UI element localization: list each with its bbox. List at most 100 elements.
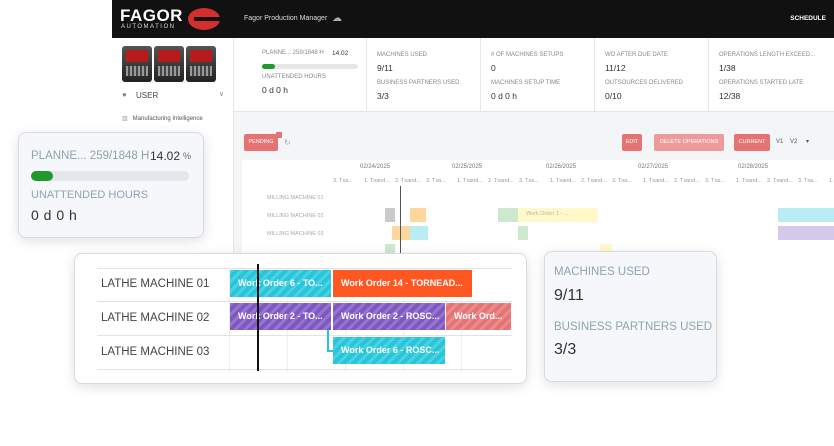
user-menu[interactable]: ● USER ∨ — [122, 90, 226, 104]
chevron-down-icon: ∨ — [218, 91, 224, 98]
version-select[interactable]: V2 — [790, 139, 798, 145]
unattended-value: 0 d 0 h — [31, 207, 78, 223]
machine-cabinet — [122, 46, 152, 82]
subheader-label: 3. Txa... — [705, 178, 725, 184]
row-divider — [97, 268, 512, 269]
unattended-label: UNATTENDED HOURS — [31, 189, 149, 201]
subheader-label: 2. Txand... — [674, 178, 700, 184]
lathe-machine-label: LATHE MACHINE 03 — [101, 346, 210, 358]
current-button[interactable]: CURRENT — [734, 134, 770, 151]
chevron-down-icon[interactable]: ▾ — [806, 139, 810, 145]
subheader-label: 3. Txa... — [612, 178, 632, 184]
bg-gantt-bar[interactable] — [392, 226, 410, 240]
machine-cabinet — [186, 46, 216, 82]
planned-label: PLANNE... 259/1848 H — [31, 150, 150, 162]
work-order-bar[interactable]: Work Order 6 - ROSC... — [333, 337, 445, 364]
kpi-operations: OPERATIONS LENGTH EXCEED... 1/38 OPERATI… — [708, 38, 834, 112]
machines-used-card: MACHINES USED 9/11 BUSINESS PARTNERS USE… — [544, 251, 717, 382]
cloud-icon[interactable]: ☁ — [332, 13, 342, 24]
bg-gantt-bar[interactable] — [410, 226, 428, 240]
bg-gantt-bar[interactable]: Work Order 1 - ... — [518, 208, 598, 222]
fagor-logo[interactable]: FAGOR AUTOMATION — [120, 6, 220, 34]
work-order-bar[interactable]: Work Order 2 - TO... — [230, 303, 331, 330]
kpi-bar: PLANNE... 259/1848 H 14.02 UNATTENDED HO… — [234, 38, 834, 112]
user-label: USER — [136, 91, 159, 100]
subheader-label: 2. Txand... — [767, 178, 793, 184]
lathe-machine-label: LATHE MACHINE 01 — [101, 278, 210, 290]
row-divider — [97, 335, 512, 336]
bg-bar-label: Work Order 1 - ... — [526, 211, 569, 217]
lathe-gantt-card: LATHE MACHINE 01 LATHE MACHINE 02 LATHE … — [74, 253, 527, 384]
work-order-bar[interactable]: Work Order 14 - TORNEAD... — [333, 270, 472, 297]
schedule-toolbar: PENDING ↻ EDIT DELETE OPERATIONS CURRENT… — [234, 130, 834, 154]
fagor-production-manager-app: FAGOR AUTOMATION Fagor Production Manage… — [112, 0, 834, 262]
business-partners-label: BUSINESS PARTNERS USED — [377, 80, 460, 86]
bg-machine-label: MILLING MACHINE 03 — [267, 231, 324, 237]
subheader-label: 1. Txa... — [829, 178, 834, 184]
business-partners-value: 3/3 — [377, 91, 389, 101]
top-bar: FAGOR AUTOMATION Fagor Production Manage… — [112, 0, 834, 38]
subheader-label: 1. Txand... — [736, 178, 762, 184]
planned-hours-card: PLANNE... 259/1848 H 14.02 % UNATTENDED … — [18, 132, 204, 238]
planned-label: PLANNE... 259/1848 H — [262, 50, 324, 56]
planned-percent: 14.02 — [150, 149, 181, 163]
sidebar-item-manufacturing-intelligence[interactable]: ▥ Manufacturing Intelligence — [122, 115, 203, 122]
bg-gantt-bar[interactable] — [385, 244, 395, 258]
work-order-bar[interactable]: Work Order 6 - TO... — [230, 270, 331, 297]
grid-line — [229, 268, 230, 372]
version-v1[interactable]: V1 — [776, 139, 784, 145]
percent-sign: % — [183, 151, 192, 161]
machines-used-label: MACHINES USED — [377, 52, 428, 58]
schedule-button[interactable]: SCHEDULE — [790, 15, 826, 22]
bg-gantt-bar[interactable] — [778, 226, 834, 240]
business-partners-label: BUSINESS PARTNERS USED — [554, 321, 713, 333]
kpi-machines: MACHINES USED 9/11 BUSINESS PARTNERS USE… — [366, 38, 480, 112]
dependency-connector — [327, 330, 329, 352]
machines-image — [120, 42, 220, 82]
kpi-wo-due: WO AFTER DUE DATE 11/12 OUTSOURCES DELIV… — [594, 38, 708, 112]
bar-chart-icon: ▥ — [122, 116, 128, 122]
bg-gantt-bar[interactable] — [410, 208, 426, 222]
subheader-label: 1. Txand... — [550, 178, 576, 184]
subheader-label: 1. Txand... — [364, 178, 390, 184]
logo-brand: FAGOR — [120, 6, 183, 25]
machine-cabinet — [154, 46, 184, 82]
planned-percent: 14.02 — [332, 50, 349, 57]
lathe-machine-label: LATHE MACHINE 02 — [101, 312, 210, 324]
ops-exceed-value: 1/38 — [719, 63, 736, 73]
delete-operations-button[interactable]: DELETE OPERATIONS — [654, 134, 724, 151]
wo-due-label: WO AFTER DUE DATE — [605, 52, 668, 58]
kpi-planned: PLANNE... 259/1848 H 14.02 UNATTENDED HO… — [234, 38, 366, 112]
setups-value: 0 — [491, 63, 496, 73]
work-order-bar[interactable]: Work Ord... — [446, 303, 511, 330]
subheader-label: 3. Txa... — [426, 178, 446, 184]
bg-machine-label: MILLING MACHINE 02 — [267, 213, 324, 219]
pending-button[interactable]: PENDING — [244, 134, 278, 151]
planned-progress-track — [262, 64, 358, 69]
subheader-label: 2. Txand... — [581, 178, 607, 184]
machines-used-value: 9/11 — [554, 287, 584, 304]
bg-gantt-bar[interactable] — [778, 208, 834, 222]
app-title: Fagor Production Manager — [244, 15, 328, 22]
subheader-label: 3. Txa... — [333, 178, 353, 184]
bg-gantt-bar[interactable] — [498, 208, 518, 222]
date-label: 02/28/2025 — [738, 164, 769, 170]
date-label: 02/24/2025 — [360, 164, 391, 170]
setup-time-value: 0 d 0 h — [491, 91, 517, 101]
bg-gantt-bar[interactable] — [385, 208, 395, 222]
background-gantt: 02/24/2025 02/25/2025 02/26/2025 02/27/2… — [242, 160, 834, 262]
edit-button[interactable]: EDIT — [622, 134, 642, 151]
date-label: 02/26/2025 — [546, 164, 577, 170]
subheader-label: 1. Txand... — [643, 178, 669, 184]
bg-gantt-bar[interactable] — [518, 226, 528, 240]
outsources-label: OUTSOURCES DELIVERED — [605, 80, 684, 86]
refresh-icon[interactable]: ↻ — [284, 138, 291, 147]
work-order-bar[interactable]: Work Order 2 - ROSC... — [333, 303, 445, 330]
ops-late-label: OPERATIONS STARTED LATE — [719, 80, 804, 86]
subheader-label: 3. Txa... — [519, 178, 539, 184]
kpi-setups: # OF MACHINES SETUPS 0 MACHINES SETUP TI… — [480, 38, 594, 112]
bg-current-time-line — [400, 186, 401, 262]
date-label: 02/25/2025 — [452, 164, 483, 170]
machines-used-value: 9/11 — [377, 63, 393, 73]
